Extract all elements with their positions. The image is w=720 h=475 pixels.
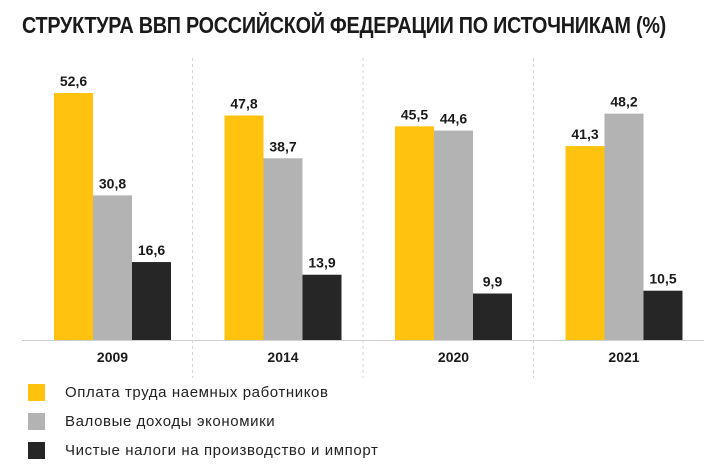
chart-title: СТРУКТУРА ВВП РОССИЙСКОЙ ФЕДЕРАЦИИ ПО ИС… — [22, 12, 666, 38]
legend-item-wages: Оплата труда наемных работников — [28, 378, 378, 407]
bar-gross-income-2020 — [434, 130, 473, 340]
legend-item-gross-income: Валовые доходы экономики — [28, 407, 378, 436]
data-label-wages-2014: 47,8 — [230, 96, 257, 112]
data-label-gross-income-2021: 48,2 — [610, 94, 637, 110]
legend: Оплата труда наемных работников Валовые … — [28, 378, 378, 465]
data-label-gross-income-2009: 30,8 — [99, 175, 126, 191]
bar-gross-income-2021 — [604, 113, 644, 341]
bar-net-taxes-2009 — [132, 262, 171, 340]
legend-swatch-net-taxes — [28, 442, 45, 459]
data-label-wages-2021: 41,3 — [571, 126, 598, 142]
bar-gross-income-2009 — [93, 195, 132, 340]
data-label-gross-income-2020: 44,6 — [440, 111, 467, 127]
bar-wages-2009 — [54, 93, 93, 340]
data-label-gross-income-2014: 38,7 — [269, 138, 296, 154]
bar-net-taxes-2014 — [302, 274, 342, 340]
data-label-net-taxes-2014: 13,9 — [308, 255, 335, 271]
legend-label-net-taxes: Чистые налоги на производство и импорт — [65, 442, 379, 459]
legend-label-wages: Оплата труда наемных работников — [65, 384, 329, 401]
legend-swatch-wages — [28, 384, 45, 401]
legend-label-gross-income: Валовые доходы экономики — [65, 413, 276, 430]
data-label-net-taxes-2009: 16,6 — [138, 242, 165, 258]
bar-wages-2021 — [565, 146, 605, 340]
data-label-wages-2009: 52,6 — [60, 73, 87, 89]
bar-gross-income-2014 — [263, 158, 303, 340]
data-label-wages-2020: 45,5 — [401, 106, 428, 122]
bar-chart: 52,6 30,8 16,6 2009 47,8 38,7 13,9 2014 45,5 44,6… — [22, 58, 704, 378]
legend-item-net-taxes: Чистые налоги на производство и импорт — [28, 436, 378, 465]
bar-wages-2020 — [395, 126, 434, 340]
x-tick-label-2021: 2021 — [608, 349, 639, 365]
data-label-net-taxes-2021: 10,5 — [649, 271, 676, 287]
legend-swatch-gross-income — [28, 413, 45, 430]
data-label-net-taxes-2020: 9,9 — [483, 274, 503, 290]
x-tick-label-2020: 2020 — [438, 349, 469, 365]
x-tick-label-2014: 2014 — [267, 349, 298, 365]
bar-net-taxes-2020 — [473, 293, 512, 340]
bar-net-taxes-2021 — [643, 290, 683, 340]
x-tick-label-2009: 2009 — [97, 349, 128, 365]
bar-wages-2014 — [224, 115, 264, 341]
